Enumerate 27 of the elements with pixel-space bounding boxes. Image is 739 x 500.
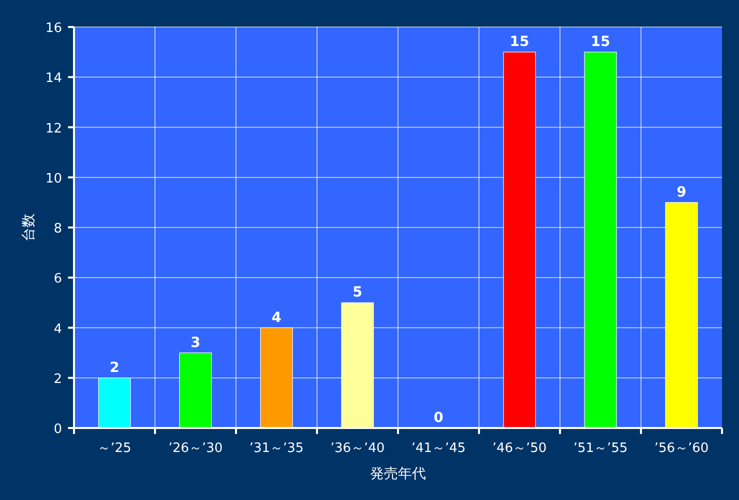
data-label: 0 — [434, 410, 444, 426]
x-tick-label: ～’25 — [98, 441, 132, 456]
y-tick-label: 8 — [54, 222, 62, 236]
x-tick-label: ’56～’60 — [654, 441, 709, 456]
y-tick-label: 4 — [54, 322, 62, 337]
data-label: 15 — [590, 34, 610, 50]
data-label: 5 — [352, 284, 362, 301]
x-tick-label: ’31～’35 — [249, 441, 304, 456]
y-tick-label: 10 — [45, 171, 62, 186]
x-tick-label: ’41～’45 — [411, 441, 466, 456]
x-tick-label: ’36～’40 — [330, 441, 385, 456]
y-tick-label: 14 — [45, 71, 62, 86]
data-label: 3 — [190, 334, 200, 351]
x-tick-label: ’51～’55 — [573, 441, 628, 456]
y-tick-label: 6 — [54, 272, 62, 287]
y-axis-title: 台数 — [21, 214, 37, 242]
data-label: 2 — [110, 360, 120, 376]
x-tick-label: ’46～’50 — [492, 441, 547, 456]
y-tick-label: 16 — [45, 21, 62, 36]
x-axis-title: 発売年代 — [370, 466, 426, 482]
y-tick-label: 2 — [54, 372, 62, 387]
y-tick-label: 12 — [45, 121, 62, 136]
data-label: 4 — [272, 310, 282, 326]
x-tick-label: ’26～’30 — [168, 441, 223, 456]
data-label: 9 — [676, 184, 686, 200]
data-label: 15 — [510, 34, 530, 50]
y-tick-label: 0 — [54, 422, 62, 437]
